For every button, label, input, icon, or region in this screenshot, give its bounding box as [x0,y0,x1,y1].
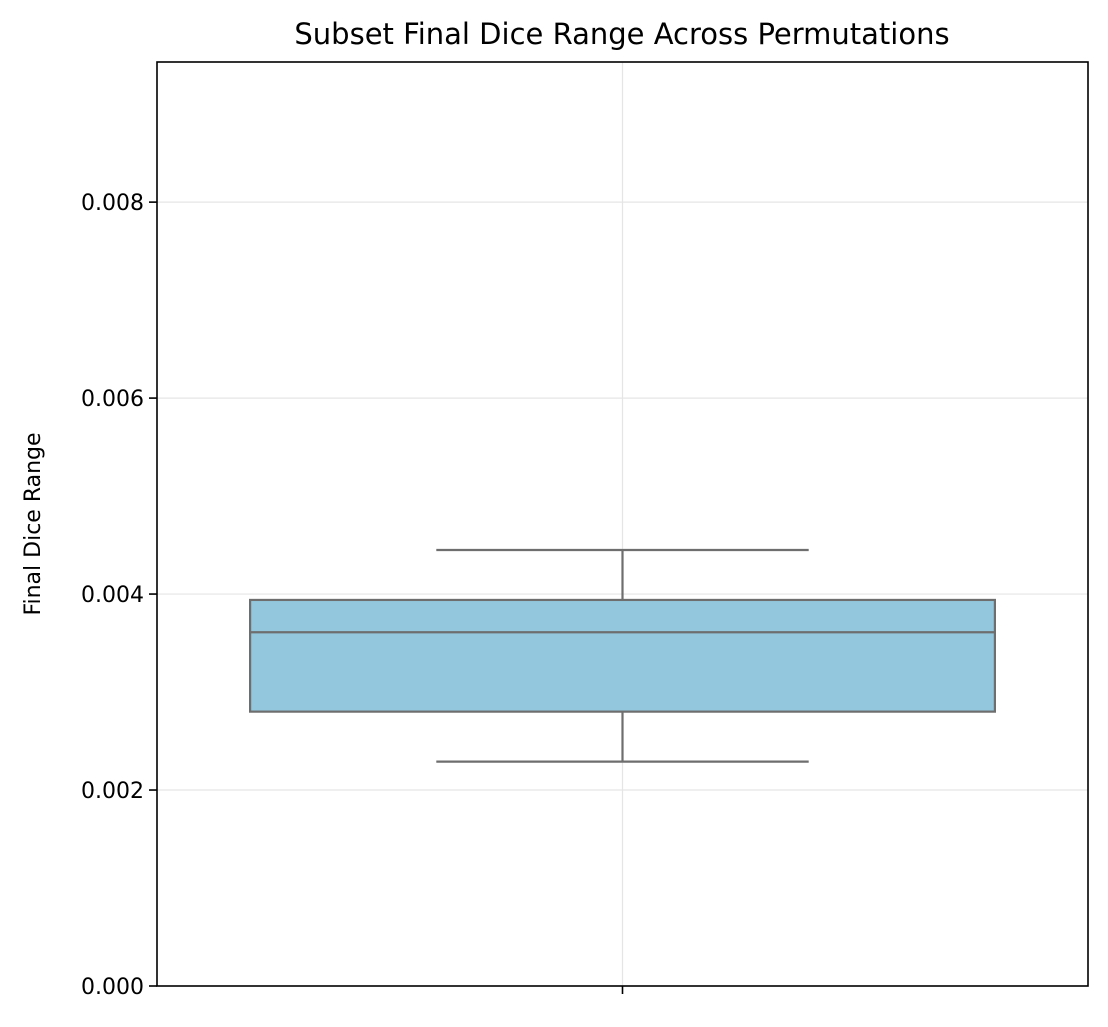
chart-title: Subset Final Dice Range Across Permutati… [294,17,949,51]
box-layer [249,548,996,763]
y-axis-ticks: 0.000 0.002 0.004 0.006 0.008 [81,191,624,1000]
iqr-box [249,598,996,713]
y-tick-label: 0.008 [81,191,144,216]
y-tick-label: 0.002 [81,779,144,804]
y-tick-label: 0.000 [81,975,144,1000]
y-axis-label: Final Dice Range [21,432,46,615]
y-tick-label: 0.004 [81,583,144,608]
y-tick-label: 0.006 [81,387,144,412]
grid-lines [157,62,1088,987]
